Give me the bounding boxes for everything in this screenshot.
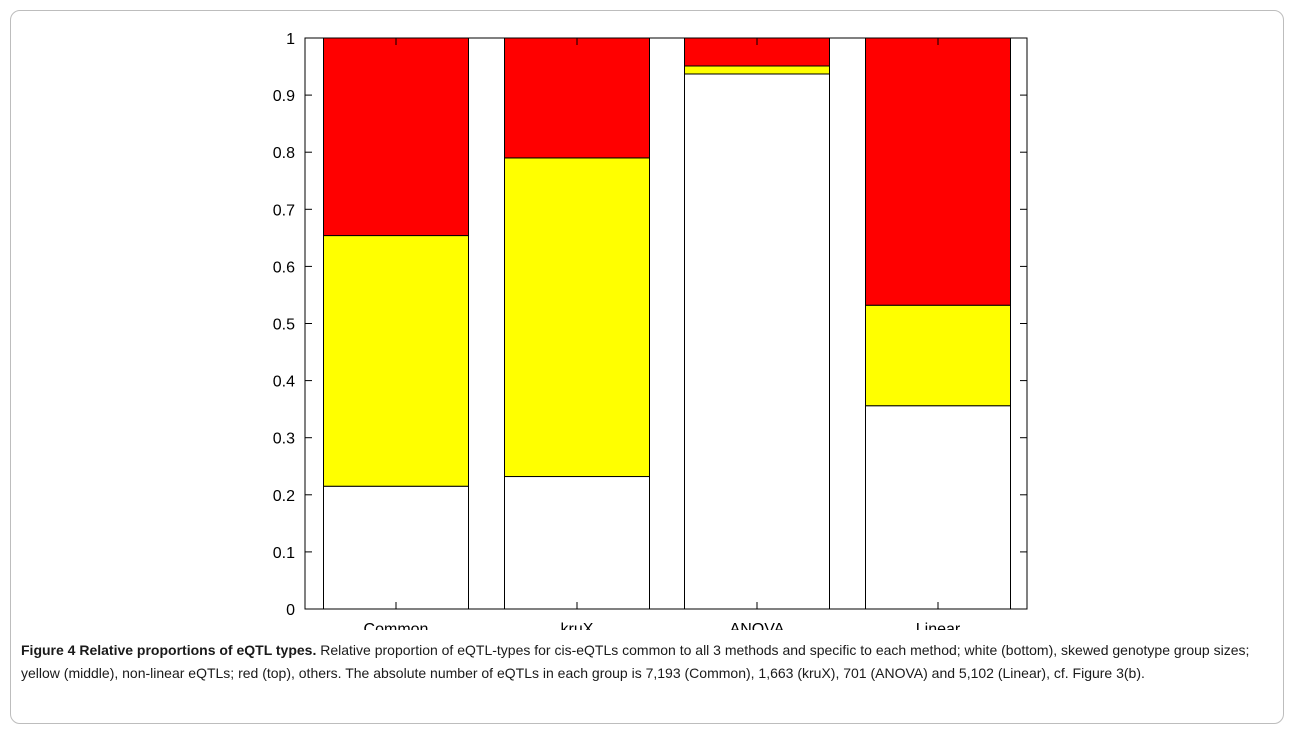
y-tick-label: 0.7	[273, 202, 295, 219]
bar-segment-common-2	[323, 37, 469, 237]
x-tick-label-anova: ANOVA	[730, 621, 785, 630]
figure-caption: Figure 4 Relative proportions of eQTL ty…	[21, 639, 1271, 685]
figure-frame	[10, 10, 1284, 724]
bar-segment-linear-2	[865, 37, 1011, 306]
y-tick-label: 0.9	[273, 88, 295, 105]
bar-segment-common-0	[323, 485, 469, 610]
bar-segment-anova-0	[684, 73, 830, 610]
x-tick-label-krux: kruX	[561, 621, 594, 630]
y-tick-label: 0.3	[273, 431, 295, 448]
y-tick-label: 0.5	[273, 317, 295, 334]
bar-segment-anova-1	[684, 65, 830, 75]
bar-segment-krux-0	[504, 476, 650, 610]
x-tick-label-common: Common	[364, 621, 429, 630]
y-tick-label: 0.6	[273, 259, 295, 276]
bar-segment-linear-1	[865, 304, 1011, 407]
bar-segment-common-1	[323, 235, 469, 487]
bar-segment-krux-2	[504, 37, 650, 159]
y-tick-label: 0.2	[273, 488, 295, 505]
stacked-bar-chart: 0 0.1 0.2 0.3 0.4 0.5 0.6 0.7 0.8 0.9 1 Common kruX A…	[273, 31, 1028, 630]
y-tick-label: 0.1	[273, 545, 295, 562]
bar-segment-linear-0	[865, 405, 1011, 610]
bar-segment-krux-1	[504, 157, 650, 478]
y-tick-label: 1	[286, 31, 295, 48]
y-tick-label: 0.4	[273, 374, 295, 391]
caption-lead: Figure 4 Relative proportions of eQTL ty…	[21, 642, 317, 658]
y-tick-label: 0.8	[273, 145, 295, 162]
y-tick-label: 0	[286, 602, 295, 619]
caption-body: Relative proportion of eQTL-types for ci…	[21, 642, 1250, 681]
x-tick-label-linear: Linear	[916, 621, 961, 630]
